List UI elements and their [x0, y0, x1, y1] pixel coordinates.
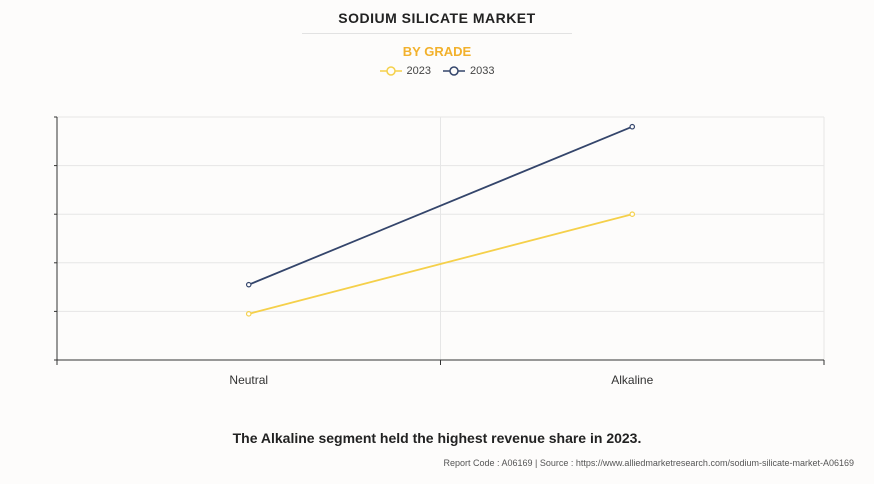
data-point-2033-neutral	[245, 281, 252, 288]
data-point-2023-neutral	[245, 311, 252, 317]
data-point-2023-alkaline	[629, 211, 636, 218]
line-chart: Neutral Alkaline	[54, 116, 825, 387]
x-tick-label-0: Neutral	[229, 373, 268, 387]
legend-item-2023[interactable]: 2023	[379, 65, 431, 77]
legend-marker-2033-icon	[443, 66, 465, 76]
chart-subtitle: BY GRADE	[402, 44, 472, 59]
title-divider	[302, 33, 572, 34]
legend-label-2023: 2023	[406, 65, 431, 77]
chart-footnote: The Alkaline segment held the highest re…	[232, 430, 642, 446]
x-tick-label-1: Alkaline	[611, 373, 653, 387]
chart-title: SODIUM SILICATE MARKET	[338, 10, 536, 26]
series-line-2033	[248, 125, 633, 286]
legend-item-2033[interactable]: 2033	[443, 65, 494, 77]
series-line-2023	[248, 213, 633, 315]
legend-marker-2023-icon	[379, 66, 402, 76]
data-point-2033-alkaline	[629, 123, 636, 130]
legend: 2023 2033	[0, 65, 874, 77]
source-citation[interactable]: Report Code : A06169 | Source : https://…	[443, 458, 854, 468]
legend-label-2033: 2033	[470, 65, 495, 77]
